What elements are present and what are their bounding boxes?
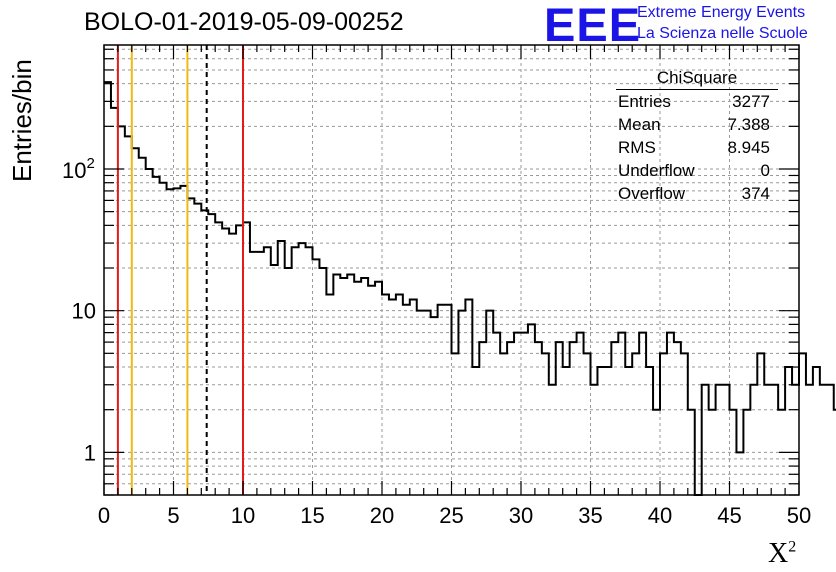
y-tick-label: 1: [84, 440, 96, 465]
x-axis-label: X2: [768, 538, 797, 569]
stats-label: RMS: [618, 138, 656, 157]
stats-value: 8.945: [727, 138, 770, 157]
chart-title: BOLO-01-2019-05-09-00252: [84, 8, 404, 36]
stats-title: ChiSquare: [616, 68, 778, 90]
stats-label: Entries: [618, 92, 671, 111]
x-tick-label: 25: [439, 503, 463, 528]
logo-line-2: La Scienza nelle Scuole: [637, 25, 808, 42]
grid-lines: [104, 45, 799, 496]
histogram-line: [104, 81, 836, 496]
logo-caption: Extreme Energy Events La Scienza nelle S…: [637, 2, 808, 44]
axis-ticks: [103, 45, 800, 496]
stats-label: Overflow: [618, 184, 686, 203]
x-tick-label: 30: [509, 503, 533, 528]
stats-box: ChiSquare Entries 3277 Mean 7.388 RMS 8.945 Un…: [612, 68, 778, 205]
stats-row: Mean 7.388: [612, 113, 778, 136]
y-tick-label: 10: [72, 299, 96, 324]
tick-labels: 0 5 10 15 20 25 30 35 40 45 50 1 10 102: [62, 155, 811, 528]
stats-label: Underflow: [618, 161, 695, 180]
stats-value: 0: [760, 161, 770, 180]
histogram-series: [104, 81, 836, 496]
x-tick-label: 40: [648, 503, 672, 528]
marker-lines: [116, 45, 244, 495]
x-tick-label: 10: [231, 503, 255, 528]
stats-row: Underflow 0: [612, 159, 778, 182]
x-tick-label: 50: [787, 503, 811, 528]
stats-value: 7.388: [727, 115, 770, 134]
stats-row: RMS 8.945: [612, 136, 778, 159]
stats-value: 374: [741, 184, 770, 203]
x-tick-label: 20: [370, 503, 394, 528]
logo-line-1: Extreme Energy Events: [637, 4, 806, 21]
eee-logo: EEE: [544, 0, 642, 51]
stats-row: Overflow 374: [612, 182, 778, 205]
x-tick-label: 0: [98, 503, 110, 528]
stats-row: Entries 3277: [612, 90, 778, 113]
stats-label: Mean: [618, 115, 661, 134]
x-tick-label: 15: [300, 503, 324, 528]
x-tick-label: 45: [717, 503, 741, 528]
stats-value: 3277: [732, 92, 770, 111]
x-tick-label: 5: [167, 503, 179, 528]
y-axis-label: Entries/bin: [7, 59, 37, 182]
y-tick-label: 102: [62, 155, 95, 183]
x-tick-label: 35: [578, 503, 602, 528]
